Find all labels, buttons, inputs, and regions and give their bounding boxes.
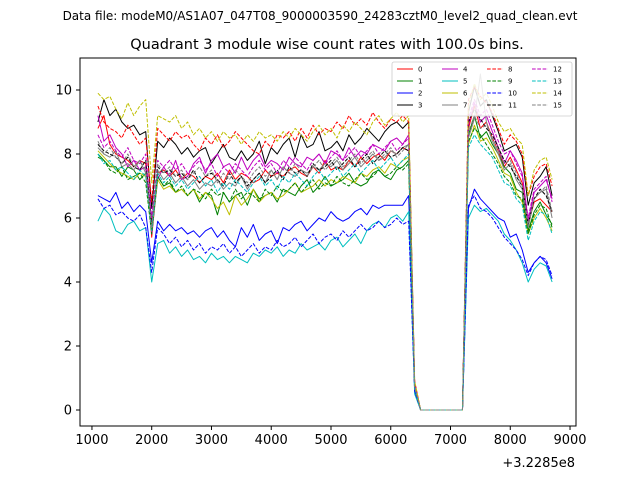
x-tick-label: 3000 [195,433,228,448]
x-tick-label: 7000 [434,433,467,448]
series-line-15 [97,115,553,411]
legend-label-14: 14 [553,90,562,98]
series-line-12 [97,99,553,411]
x-axis: 1000 2000 3000 4000 5000 6000 7000 8000 9000 [75,426,587,448]
legend-label-9: 9 [508,78,512,86]
legend-label-2: 2 [418,90,422,98]
x-tick-label: 6000 [374,433,407,448]
x-tick-label: 2000 [135,433,168,448]
y-tick-label: 6 [64,212,72,227]
series-line-10 [97,195,553,411]
legend-label-13: 13 [553,78,562,86]
y-tick-label: 8 [64,148,72,163]
y-axis: 0 2 4 6 8 10 [55,84,80,419]
legend-label-8: 8 [508,66,512,74]
chart-title: Quadrant 3 module wise count rates with … [130,37,524,53]
series-line-1 [97,115,553,411]
figure-suptitle: Data file: modeM0/AS1A07_047T08_90000035… [63,9,578,23]
x-tick-label: 8000 [494,433,527,448]
y-tick-label: 10 [55,84,72,99]
y-tick-label: 0 [64,404,72,419]
x-tick-label: 1000 [75,433,108,448]
x-offset-label: +3.2285e8 [502,456,575,471]
legend-label-7: 7 [463,102,467,110]
series-line-14 [97,83,553,411]
legend-label-10: 10 [508,90,517,98]
plot-frame [79,57,577,427]
x-tick-label: 9000 [553,433,586,448]
legend-label-15: 15 [553,102,562,110]
legend-frame [391,61,573,117]
series-line-9 [97,127,553,411]
series-line-13 [97,134,553,411]
series-layer [97,73,553,411]
x-tick-label: 5000 [314,433,347,448]
legend-label-12: 12 [553,66,562,74]
series-line-5 [97,204,553,411]
x-tick-label: 4000 [255,433,288,448]
legend-label-5: 5 [463,78,467,86]
legend-label-1: 1 [418,78,422,86]
series-line-6 [97,124,553,411]
series-line-11 [97,108,553,411]
legend-label-11: 11 [508,102,517,110]
legend-label-3: 3 [418,102,422,110]
y-tick-label: 2 [64,340,72,355]
series-line-2 [97,188,553,411]
legend-label-0: 0 [418,66,422,74]
legend-label-4: 4 [463,66,468,74]
legend-label-6: 6 [463,90,468,98]
series-line-0 [97,105,553,411]
y-tick-label: 4 [64,276,72,291]
